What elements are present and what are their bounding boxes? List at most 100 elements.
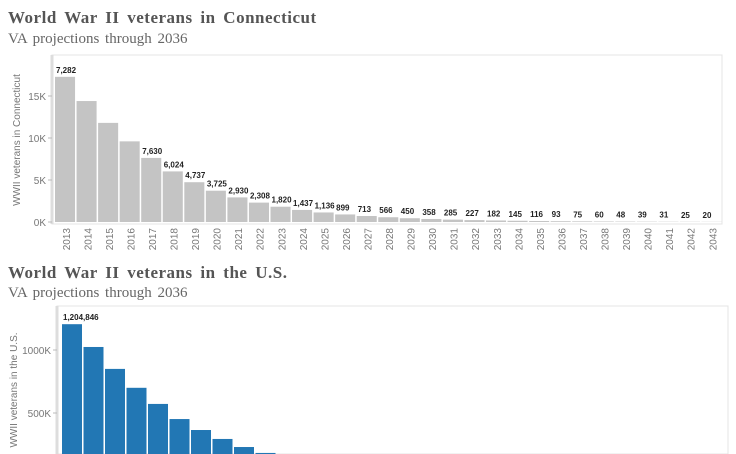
data-label: 182 bbox=[487, 209, 501, 218]
bar-2015 bbox=[105, 368, 125, 454]
data-label: 358 bbox=[422, 208, 436, 217]
bar-2037 bbox=[572, 221, 593, 222]
x-tick-label: 2025 bbox=[320, 228, 331, 251]
data-label: 60 bbox=[595, 210, 604, 219]
data-label: 3,725 bbox=[207, 180, 228, 189]
data-label: 93 bbox=[552, 210, 561, 219]
x-tick-label: 2022 bbox=[256, 228, 267, 251]
data-label: 713 bbox=[358, 205, 372, 214]
data-label: 285 bbox=[444, 209, 458, 218]
x-tick-label: 2017 bbox=[148, 228, 159, 251]
bar-2036 bbox=[550, 221, 571, 222]
data-label: 1,204,846 bbox=[63, 313, 99, 322]
x-tick-label: 2024 bbox=[299, 228, 310, 251]
x-tick-label: 2038 bbox=[601, 228, 612, 251]
data-label: 2,308 bbox=[250, 192, 271, 201]
chart2-title: World War II veterans in the U.S. bbox=[8, 263, 288, 282]
chart1-subtitle: VA projections through 2036 bbox=[8, 31, 188, 47]
data-label: 25 bbox=[681, 211, 690, 220]
bar-2021 bbox=[234, 447, 254, 454]
bar-2018 bbox=[169, 419, 190, 454]
data-label: 899 bbox=[336, 203, 350, 212]
bar-2013 bbox=[62, 324, 82, 454]
y-tick-label: 5K bbox=[34, 176, 47, 187]
x-tick-label: 2037 bbox=[579, 228, 590, 251]
bar-2018 bbox=[162, 171, 183, 222]
bar-2032 bbox=[464, 220, 485, 222]
bar-2027 bbox=[356, 216, 377, 222]
x-tick-label: 2021 bbox=[234, 228, 245, 251]
x-tick-label: 2043 bbox=[708, 228, 719, 251]
data-label: 48 bbox=[616, 211, 625, 220]
data-label: 1,437 bbox=[293, 199, 314, 208]
y-tick-label: 500K bbox=[28, 409, 52, 420]
data-label: 20 bbox=[703, 211, 712, 220]
data-label: 7,630 bbox=[142, 147, 163, 156]
chart1-title: World War II veterans in Connecticut bbox=[8, 8, 317, 27]
bar-2026 bbox=[335, 214, 356, 222]
bar-2024 bbox=[292, 209, 313, 222]
data-label: 227 bbox=[465, 209, 479, 218]
bar-2014 bbox=[83, 346, 104, 454]
bar-2025 bbox=[313, 212, 334, 222]
x-tick-label: 2036 bbox=[557, 228, 568, 251]
bar-2031 bbox=[442, 219, 463, 222]
x-tick-label: 2026 bbox=[342, 228, 353, 251]
data-label: 6,024 bbox=[164, 160, 185, 169]
bar-2019 bbox=[191, 430, 211, 454]
x-tick-label: 2034 bbox=[514, 228, 525, 251]
data-label: 566 bbox=[379, 206, 393, 215]
x-tick-label: 2027 bbox=[363, 228, 374, 251]
y-tick-label: 1000K bbox=[22, 346, 51, 357]
bar-2030 bbox=[421, 218, 442, 222]
data-label: 2,930 bbox=[228, 186, 249, 195]
x-tick-label: 2033 bbox=[493, 228, 504, 251]
data-label: 4,737 bbox=[185, 171, 206, 180]
data-label: 450 bbox=[401, 207, 415, 216]
bar-2034 bbox=[507, 220, 528, 222]
bar-2016 bbox=[126, 387, 147, 454]
bar-2038 bbox=[593, 221, 614, 222]
x-tick-label: 2035 bbox=[536, 228, 547, 251]
bar-2022 bbox=[255, 452, 276, 454]
x-tick-label: 2031 bbox=[450, 228, 461, 251]
chart1-svg: 0K 5K 10K 15K WWII veterans in Connecticut 7,… bbox=[12, 54, 723, 251]
y-tick-label: 10K bbox=[28, 134, 46, 145]
x-tick-label: 2040 bbox=[644, 228, 655, 251]
data-label: 145 bbox=[509, 210, 523, 219]
bar-2021 bbox=[227, 197, 248, 222]
y-axis-label: WWII veterans in Connecticut bbox=[12, 74, 23, 206]
data-label: 116 bbox=[530, 210, 543, 219]
x-tick-label: 2039 bbox=[622, 228, 633, 251]
bar-2014 bbox=[76, 101, 97, 222]
data-label: 75 bbox=[573, 210, 582, 219]
bar-2022 bbox=[248, 202, 269, 222]
bar-2029 bbox=[399, 218, 420, 222]
x-tick-label: 2028 bbox=[385, 228, 396, 251]
x-tick-label: 2041 bbox=[665, 228, 676, 251]
x-tick-label: 2014 bbox=[83, 228, 94, 251]
x-tick-label: 2020 bbox=[213, 228, 224, 251]
data-label: 1,136 bbox=[315, 201, 336, 210]
x-tick-label: 2023 bbox=[277, 228, 288, 251]
bar-2013 bbox=[55, 76, 76, 222]
x-tick-label: 2018 bbox=[170, 228, 181, 251]
x-tick-label: 2016 bbox=[126, 228, 137, 251]
bar-2035 bbox=[529, 221, 550, 222]
y-tick-label: 0K bbox=[34, 218, 47, 229]
bar-2020 bbox=[212, 438, 233, 454]
x-tick-label: 2032 bbox=[471, 228, 482, 251]
x-tick-label: 2029 bbox=[407, 228, 418, 251]
bar-2017 bbox=[141, 157, 162, 222]
y-tick-label: 15K bbox=[28, 92, 46, 103]
y-axis-label: WWII veterans in the U.S. bbox=[9, 332, 20, 447]
x-tick-label: 2015 bbox=[105, 228, 116, 251]
x-tick-label: 2030 bbox=[428, 228, 439, 251]
bar-2020 bbox=[205, 190, 226, 222]
bar-2033 bbox=[486, 220, 507, 222]
data-label: 7,282 bbox=[56, 66, 77, 75]
x-tick-label: 2019 bbox=[191, 228, 202, 251]
bar-2028 bbox=[378, 217, 399, 222]
chart2-subtitle: VA projections through 2036 bbox=[8, 285, 188, 301]
